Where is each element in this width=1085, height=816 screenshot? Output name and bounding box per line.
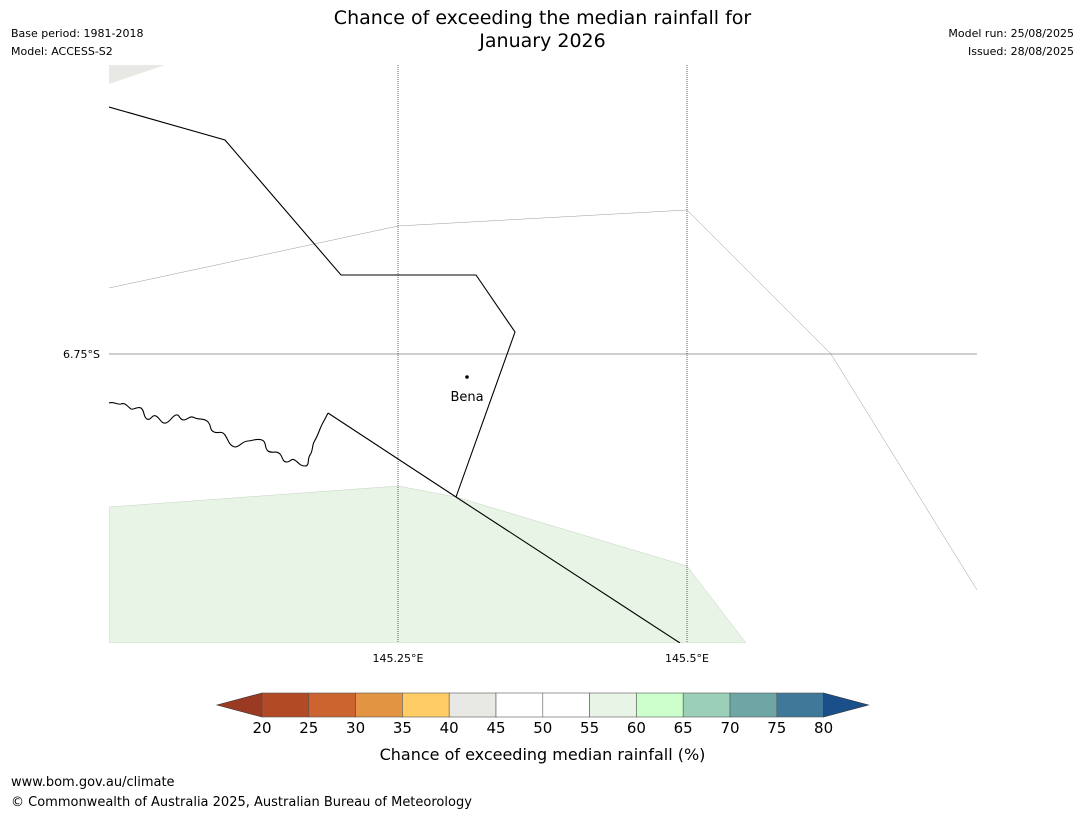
colorbar-segment [589, 692, 637, 718]
map-title: Chance of exceeding the median rainfall … [240, 7, 845, 53]
colorbar-tick-label: 50 [533, 719, 553, 737]
colorbar-tick-label: 30 [346, 719, 366, 737]
place-marker-dot [465, 375, 469, 379]
colorbar-segment [402, 692, 450, 718]
colorbar-label: Chance of exceeding median rainfall (%) [379, 745, 706, 764]
colorbar-tick-label: 65 [673, 719, 693, 737]
model-run-text: Model run: 25/08/2025 [948, 27, 1074, 40]
colorbar-segment [308, 692, 356, 718]
lon-label-1: 145.25°E [373, 652, 424, 665]
title-line-2: January 2026 [479, 30, 606, 52]
colorbar [215, 692, 870, 718]
footer-copyright: © Commonwealth of Australia 2025, Austra… [11, 795, 472, 810]
colorbar-tick-label: 55 [580, 719, 600, 737]
metadata-right: Model run: 25/08/2025 Issued: 28/08/2025 [948, 25, 1074, 61]
colorbar-tick-label: 35 [392, 719, 412, 737]
province-boundary-south [327, 412, 681, 643]
base-period-text: Base period: 1981-2018 [11, 27, 144, 40]
colorbar-tick-label: 40 [439, 719, 459, 737]
colorbar-segment [355, 692, 403, 718]
outside-region-patch [109, 65, 165, 84]
colorbar-segment [261, 692, 310, 718]
colorbar-segment [636, 692, 684, 718]
colorbar-tick-labels: 20 25 30 35 40 45 50 55 60 65 70 75 80 [0, 719, 1085, 739]
map-area: Bena [109, 65, 977, 643]
colorbar-segment [729, 692, 778, 718]
colorbar-segment [495, 692, 544, 718]
model-text: Model: ACCESS-S2 [11, 45, 113, 58]
colorbar-segment [682, 692, 731, 718]
colorbar-tick-label: 60 [626, 719, 646, 737]
place-label: Bena [450, 390, 483, 405]
colorbar-segment [776, 692, 824, 718]
colorbar-segment [448, 692, 497, 718]
title-line-1: Chance of exceeding the median rainfall … [333, 7, 752, 29]
colorbar-tick-label: 20 [252, 719, 272, 737]
colorbar-extend-low [215, 692, 263, 718]
colorbar-tick-label: 25 [299, 719, 319, 737]
province-boundary-north [109, 106, 516, 498]
colorbar-tick-label: 80 [814, 719, 834, 737]
issued-text: Issued: 28/08/2025 [967, 45, 1074, 58]
lat-label: 6.75°S [63, 348, 100, 361]
lon-label-2: 145.5°E [665, 652, 709, 665]
colorbar-tick-label: 45 [486, 719, 506, 737]
metadata-left: Base period: 1981-2018 Model: ACCESS-S2 [11, 25, 143, 61]
colorbar-segment [542, 692, 590, 718]
colorbar-tick-label: 70 [720, 719, 740, 737]
colorbar-tick-label: 75 [767, 719, 787, 737]
colorbar-extend-high [823, 692, 870, 718]
river-line [109, 401, 329, 467]
footer-url: www.bom.gov.au/climate [11, 775, 175, 790]
